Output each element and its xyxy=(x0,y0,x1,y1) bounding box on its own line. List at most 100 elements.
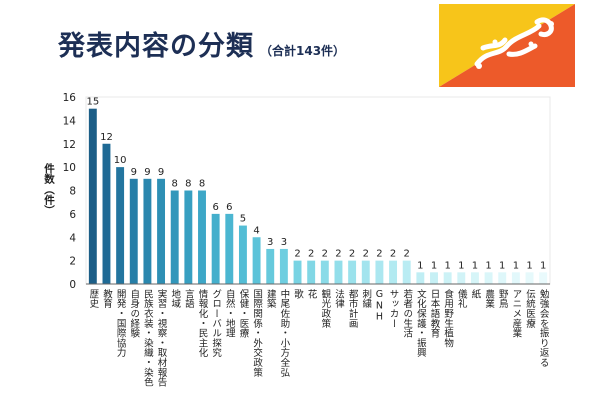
data-label: 6 xyxy=(212,202,218,213)
x-tick-label: 情報化・民主化 xyxy=(197,288,209,358)
bar xyxy=(443,272,452,284)
x-tick-label: 文化保護・振興 xyxy=(415,288,427,358)
x-tick-label: グローバル探究 xyxy=(210,289,222,358)
bar xyxy=(157,178,166,284)
x-tick-label: 農業 xyxy=(483,288,495,309)
data-label: 2 xyxy=(294,249,300,260)
data-label: 2 xyxy=(376,249,382,260)
data-label: 2 xyxy=(390,249,396,260)
x-tick-label: 歌 xyxy=(292,288,304,299)
data-label: 5 xyxy=(240,214,246,225)
data-label: 8 xyxy=(185,179,191,190)
bar xyxy=(498,272,507,284)
x-tick-label: 勉強会を振り返る xyxy=(538,288,550,367)
dragon-claws-icon xyxy=(476,21,554,69)
data-label: 6 xyxy=(226,202,232,213)
bar xyxy=(320,260,329,284)
data-label: 1 xyxy=(499,260,505,271)
x-tick-label: 日本語教育 xyxy=(429,289,441,339)
data-label: 1 xyxy=(431,260,437,271)
y-tick-label: 4 xyxy=(69,232,76,244)
page-title: 発表内容の分類 xyxy=(58,31,254,62)
x-tick-label: 自身の経験 xyxy=(128,288,140,338)
bar xyxy=(88,108,97,284)
x-tick-label: 国際関係・外交政策 xyxy=(251,289,263,378)
bar xyxy=(511,272,520,284)
data-label: 9 xyxy=(158,167,164,178)
x-tick-label: 法律 xyxy=(333,288,345,309)
y-tick-label: 16 xyxy=(63,92,77,104)
page-subtitle: （合計143件） xyxy=(260,44,346,58)
x-tick-label: 実習・視察・取材報告 xyxy=(156,288,168,387)
bar xyxy=(129,178,138,284)
data-label: 15 xyxy=(86,97,99,108)
bar xyxy=(484,272,493,284)
x-tick-label: 都市計画 xyxy=(347,289,359,329)
y-tick-label: 12 xyxy=(63,139,76,151)
x-tick-label: 中尾佐助・小方全弘 xyxy=(278,288,290,377)
plot-area xyxy=(85,96,551,285)
bar xyxy=(211,213,220,284)
x-tick-label: 建築 xyxy=(265,288,277,309)
bar xyxy=(238,225,247,284)
bar xyxy=(170,190,179,284)
x-tick-label: 花 xyxy=(306,288,318,299)
bar xyxy=(348,260,357,284)
data-label: 10 xyxy=(114,155,127,166)
data-label: 9 xyxy=(131,167,137,178)
x-tick-label: 教育 xyxy=(101,288,113,309)
data-label: 9 xyxy=(144,167,150,178)
y-tick-label: 6 xyxy=(69,209,76,221)
data-label: 2 xyxy=(363,249,369,260)
x-tick-label: サッカー xyxy=(388,289,400,328)
flag-image xyxy=(439,4,575,87)
data-label: 4 xyxy=(253,225,259,236)
bar xyxy=(470,272,479,284)
x-tick-label: 伝統医療 xyxy=(524,289,536,328)
data-label: 1 xyxy=(444,260,450,271)
bar xyxy=(266,248,275,284)
data-label: 8 xyxy=(199,179,205,190)
data-label: 2 xyxy=(335,249,341,260)
data-label: 12 xyxy=(100,132,113,143)
bar xyxy=(102,143,111,284)
data-label: 1 xyxy=(417,260,423,271)
data-label: 1 xyxy=(458,260,464,271)
x-tick-label: 若者の生活 xyxy=(401,288,413,338)
x-tick-label: アニメ産業 xyxy=(510,289,522,339)
y-tick-label: 14 xyxy=(63,115,77,127)
bar xyxy=(375,260,384,284)
data-label: 2 xyxy=(404,249,410,260)
bar xyxy=(402,260,411,284)
bar xyxy=(293,260,302,284)
data-label: 2 xyxy=(349,249,355,260)
data-label: 1 xyxy=(526,260,532,271)
bar xyxy=(116,167,125,284)
y-tick-label: 0 xyxy=(69,279,76,291)
x-tick-label: 歴史 xyxy=(87,289,99,309)
bar xyxy=(307,260,316,284)
x-tick-label: 自然・地理 xyxy=(224,288,236,338)
data-label: 3 xyxy=(267,237,273,248)
data-label: 1 xyxy=(485,260,491,271)
x-tick-label: 野鳥 xyxy=(497,289,509,309)
bar xyxy=(416,272,425,284)
data-label: 8 xyxy=(172,179,178,190)
bar xyxy=(525,272,534,284)
title-row: 発表内容の分類 （合計143件） xyxy=(58,24,345,63)
data-label: 1 xyxy=(513,260,519,271)
bar xyxy=(184,190,193,284)
x-tick-label: 保健・医療 xyxy=(237,288,249,338)
bar xyxy=(457,272,466,284)
bar xyxy=(252,237,261,284)
data-label: 2 xyxy=(322,249,328,260)
data-label: 3 xyxy=(281,237,287,248)
x-tick-label: 言語 xyxy=(183,288,195,309)
bar xyxy=(143,178,152,284)
y-tick-label: 10 xyxy=(63,162,76,174)
bar xyxy=(430,272,438,284)
data-label: 1 xyxy=(540,260,546,271)
bar xyxy=(198,190,206,284)
